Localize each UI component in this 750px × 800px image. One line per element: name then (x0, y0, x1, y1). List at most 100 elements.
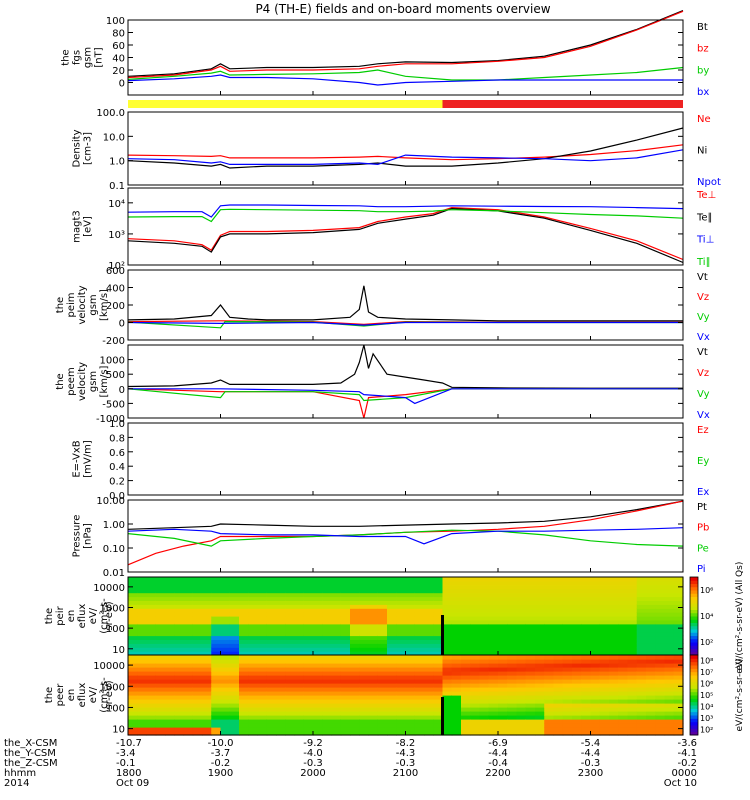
peir_spectrogram-cell (220, 584, 231, 590)
peer_spectrogram-cell (461, 691, 471, 696)
peir_spectrogram-cell (192, 627, 203, 633)
peer_spectrogram-cell (322, 707, 333, 712)
peir_spectrogram-cell (673, 623, 684, 629)
peer_spectrogram-cell (183, 679, 194, 684)
peir_spectrogram-cell (442, 596, 453, 601)
peer_spectrogram-cell (673, 659, 684, 664)
peer_spectrogram-cell (368, 723, 379, 728)
peir_spectrogram-cell (183, 616, 194, 621)
peir_spectrogram-cell (498, 643, 508, 648)
peir_spectrogram-cell (377, 631, 388, 637)
temperature-ylabel-line: magt3 (72, 210, 83, 243)
xaxis-tick-value: 2200 (485, 768, 510, 779)
peir_spectrogram-cell (340, 619, 351, 625)
peir_spectrogram-cell (174, 600, 185, 605)
peir_spectrogram-cell (627, 608, 638, 613)
peer_spectrogram-cell (211, 683, 222, 688)
peir_spectrogram-cell (498, 600, 508, 605)
peer_spectrogram-cell (192, 687, 203, 692)
peir_spectrogram-cell (303, 588, 314, 594)
peir_spectrogram-cell (461, 643, 471, 648)
peer_spectrogram-cell (229, 667, 240, 672)
peir_spectrogram-cell (294, 631, 305, 637)
peir_spectrogram-cell (627, 580, 638, 586)
peer_spectrogram-cell (442, 691, 453, 696)
peir_spectrogram-cell (229, 584, 240, 590)
peer_spectrogram-cell (359, 723, 370, 728)
peer_spectrogram-cell (294, 671, 305, 676)
peir_spectrogram-cell (350, 643, 360, 648)
peir_spectrogram-cell (220, 651, 231, 656)
peir_spectrogram-cell (239, 619, 249, 625)
peir_spectrogram-cell (488, 635, 499, 640)
peim_velocity-legend-3: Vx (697, 332, 710, 343)
peir_spectrogram-cell (340, 588, 351, 594)
peer_spectrogram-cell (146, 715, 157, 720)
peir_spectrogram-cell (257, 577, 268, 582)
peir_spectrogram-cell (535, 616, 545, 621)
peer_spectrogram-cell (414, 731, 425, 736)
peir_spectrogram-cell (396, 580, 407, 586)
peir_spectrogram-cell (146, 631, 157, 637)
peer_spectrogram-cell (266, 703, 277, 708)
peir_spectrogram-cell (525, 577, 536, 582)
peer_spectrogram-cell (488, 679, 499, 684)
peir_spectrogram-cell (442, 639, 453, 644)
peir_spectrogram-cell (313, 600, 323, 605)
peer_spectrogram-cell (359, 703, 370, 708)
peer_spectrogram-cell (257, 663, 268, 668)
peer_spectrogram-cell (137, 683, 148, 688)
peir_spectrogram-cell (276, 616, 286, 621)
peer_spectrogram-cell (461, 663, 471, 668)
peer_spectrogram-cell (451, 679, 462, 684)
peir_spectrogram-cell (405, 627, 416, 633)
peir_spectrogram-cell (257, 619, 268, 625)
peir_spectrogram-colorbar-cell (690, 609, 698, 614)
peer_spectrogram-cell (516, 683, 527, 688)
peir_spectrogram-cell (266, 612, 277, 617)
peer_spectrogram-cell (368, 719, 379, 724)
peir_spectrogram-cell (636, 592, 647, 598)
peir_spectrogram-cell (340, 651, 351, 656)
temperature-ytick-label: 10³ (108, 230, 125, 241)
peer_spectrogram-cell (387, 711, 397, 716)
peir_spectrogram-cell (553, 631, 564, 637)
peer_spectrogram-cell (313, 687, 323, 692)
peer_spectrogram-cell (137, 655, 148, 660)
peer_spectrogram-ylabel-line: en (66, 689, 77, 702)
peer_spectrogram-cell (544, 671, 555, 676)
peir_spectrogram-cell (618, 639, 629, 644)
peir_spectrogram-colorbar-cell (690, 586, 698, 591)
peir_spectrogram-cell (276, 631, 286, 637)
peer_spectrogram-cell (155, 711, 166, 716)
peer_spectrogram-cell (525, 675, 536, 680)
peer_spectrogram-cell (562, 719, 573, 724)
peir_spectrogram-cell (516, 588, 527, 594)
peer_spectrogram-cell (331, 663, 342, 668)
peir_spectrogram-cell (627, 600, 638, 605)
peer_spectrogram-cell (673, 703, 684, 708)
peer_spectrogram-cell (488, 723, 499, 728)
peer_spectrogram-cell (535, 727, 545, 732)
peer_spectrogram-cell (618, 719, 629, 724)
peer_spectrogram-cell (165, 663, 175, 668)
peer_spectrogram-cell (396, 731, 407, 736)
peir_spectrogram-colorbar-tick: 10⁶ (700, 586, 713, 595)
peir_spectrogram-cell (461, 596, 471, 601)
peer_spectrogram-cell (202, 727, 212, 732)
peer_spectrogram-cell (239, 731, 249, 736)
peir_spectrogram-cell (174, 623, 185, 629)
peer_spectrogram-cell (590, 711, 601, 716)
peir_spectrogram-cell (359, 596, 370, 601)
peer_spectrogram-cell (331, 667, 342, 672)
peir_spectrogram-cell (507, 612, 518, 617)
peer_spectrogram-cell (396, 715, 407, 720)
peer_spectrogram-cell (442, 695, 453, 700)
peir_spectrogram-cell (303, 635, 314, 640)
peir_spectrogram-cell (535, 608, 545, 613)
peer_spectrogram-cell (313, 695, 323, 700)
peer_spectrogram-cell (590, 731, 601, 736)
peir_spectrogram-cell (257, 627, 268, 633)
peir_spectrogram-cell (192, 639, 203, 644)
peer_spectrogram-cell (673, 691, 684, 696)
